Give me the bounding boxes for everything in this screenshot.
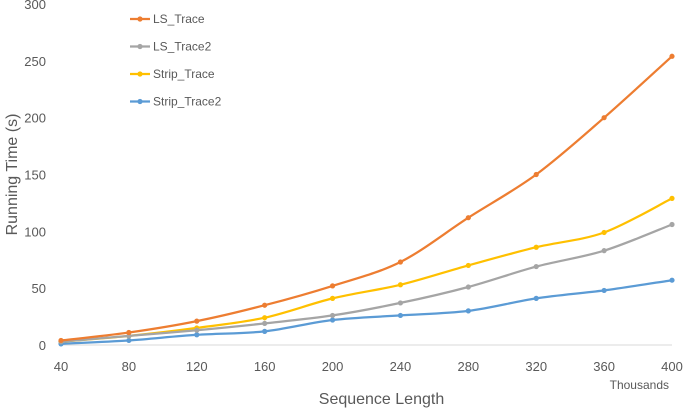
series-strip-trace2 <box>58 277 675 347</box>
series-line <box>59 279 674 346</box>
data-point <box>533 295 539 301</box>
series-strip-trace <box>58 195 675 345</box>
data-point <box>262 315 268 321</box>
data-point <box>601 229 607 236</box>
series-line <box>59 197 674 343</box>
x-tick-label: 400 <box>661 359 683 374</box>
data-point <box>465 215 471 221</box>
data-point <box>58 337 64 344</box>
data-point <box>329 317 336 323</box>
y-tick-label: 200 <box>24 111 46 126</box>
data-point <box>465 284 471 290</box>
x-axis-unit-label: Thousands <box>610 378 669 392</box>
legend: LS_Trace LS_Trace2 Strip_Trace Strip_Trace2 <box>130 12 222 109</box>
data-point <box>465 262 471 269</box>
x-tick-label: 280 <box>457 359 479 374</box>
series-ls-trace <box>58 53 675 344</box>
legend-label: LS_Trace <box>153 12 205 26</box>
legend-label: Strip_Trace <box>153 67 215 81</box>
y-tick-label: 150 <box>24 168 46 183</box>
data-point <box>669 221 675 228</box>
legend-item: Strip_Trace2 <box>130 95 222 109</box>
x-tick-label: 240 <box>390 359 412 374</box>
legend-item: Strip_Trace <box>130 67 215 81</box>
legend-item: LS_Trace <box>130 12 205 26</box>
y-axis-ticks: 0 50 100 150 200 250 300 <box>24 0 46 353</box>
data-point <box>601 115 607 121</box>
x-tick-label: 320 <box>525 359 547 374</box>
legend-label: LS_Trace2 <box>153 40 212 54</box>
series-line <box>59 55 674 342</box>
data-point <box>669 53 675 59</box>
data-point <box>329 295 336 301</box>
data-point <box>194 327 200 333</box>
x-tick-label: 120 <box>186 359 208 374</box>
x-tick-label: 360 <box>593 359 615 374</box>
data-point <box>329 312 336 319</box>
data-point <box>126 337 132 344</box>
data-point <box>194 318 200 324</box>
legend-item: LS_Trace2 <box>130 40 212 54</box>
data-point <box>329 283 336 289</box>
x-axis-title: Sequence Length <box>319 391 444 408</box>
x-tick-label: 40 <box>54 359 68 374</box>
data-point <box>397 259 404 265</box>
y-tick-label: 50 <box>32 281 46 296</box>
y-tick-label: 100 <box>24 224 46 239</box>
data-point <box>126 329 132 336</box>
y-axis-title: Running Time (s) <box>4 114 21 236</box>
data-point <box>194 332 200 338</box>
data-point <box>601 248 607 254</box>
legend-swatch-marker <box>137 98 143 105</box>
x-tick-label: 160 <box>254 359 276 374</box>
data-point <box>669 277 675 283</box>
y-tick-label: 0 <box>39 338 46 353</box>
legend-swatch-marker <box>137 71 143 77</box>
data-point <box>397 300 404 306</box>
data-point <box>533 263 539 270</box>
plot-area <box>58 53 675 347</box>
data-point <box>262 302 268 308</box>
data-point <box>262 320 268 327</box>
series-line <box>59 223 674 343</box>
data-point <box>669 195 675 201</box>
data-point <box>465 308 471 314</box>
x-axis-ticks: 40 80 120 160 200 240 280 320 360 400 <box>54 359 683 374</box>
data-point <box>533 244 539 250</box>
data-point <box>397 282 404 288</box>
data-point <box>601 287 607 294</box>
x-tick-label: 200 <box>322 359 344 374</box>
y-tick-label: 300 <box>24 0 46 12</box>
legend-swatch-marker <box>137 43 143 50</box>
legend-swatch-marker <box>137 16 143 22</box>
data-point <box>533 171 539 178</box>
data-point <box>397 312 404 319</box>
data-point <box>262 328 268 334</box>
series-ls-trace2 <box>58 221 675 345</box>
y-tick-label: 250 <box>24 54 46 69</box>
x-tick-label: 80 <box>122 359 136 374</box>
legend-label: Strip_Trace2 <box>153 95 222 109</box>
